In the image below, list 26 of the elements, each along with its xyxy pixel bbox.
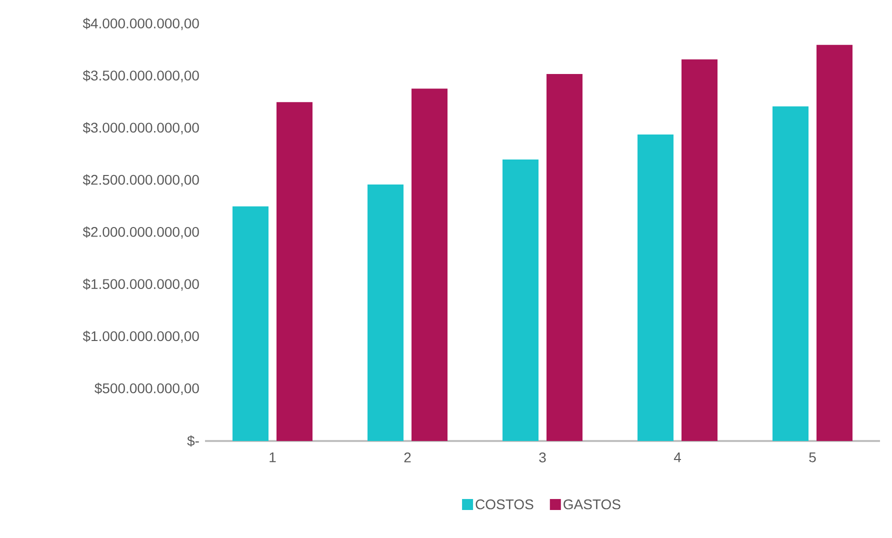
y-tick-label: $2.000.000.000,00 [82, 226, 199, 239]
bar [816, 44, 853, 441]
bar [682, 59, 718, 441]
x-tick-label: 1 [270, 452, 276, 462]
bar [502, 160, 539, 441]
bar [276, 102, 313, 441]
y-tick-label: $1.000.000.000,00 [82, 330, 199, 343]
y-tick-label: $4.000.000.000,00 [82, 18, 199, 30]
legend-label: GASTOS [564, 499, 620, 510]
y-tick-label: $2.500.000.000,00 [82, 174, 199, 186]
y-tick-label: $3.500.000.000,00 [82, 70, 199, 82]
bar [546, 74, 583, 441]
y-tick-label: $- [187, 435, 199, 447]
bar [412, 88, 448, 441]
y-tick-label: $500.000.000,00 [94, 382, 199, 395]
x-tick-label: 5 [809, 452, 816, 462]
y-tick-label: $1.500.000.000,00 [82, 278, 199, 291]
bar [638, 134, 674, 441]
bar [232, 206, 269, 441]
x-tick-label: 3 [539, 452, 546, 462]
legend-label: COSTOS [476, 499, 534, 510]
bar [772, 106, 809, 441]
x-tick-label: 2 [404, 452, 411, 462]
y-tick-label: $3.000.000.000,00 [82, 122, 199, 134]
x-tick-label: 4 [674, 452, 681, 462]
bar [368, 184, 404, 441]
